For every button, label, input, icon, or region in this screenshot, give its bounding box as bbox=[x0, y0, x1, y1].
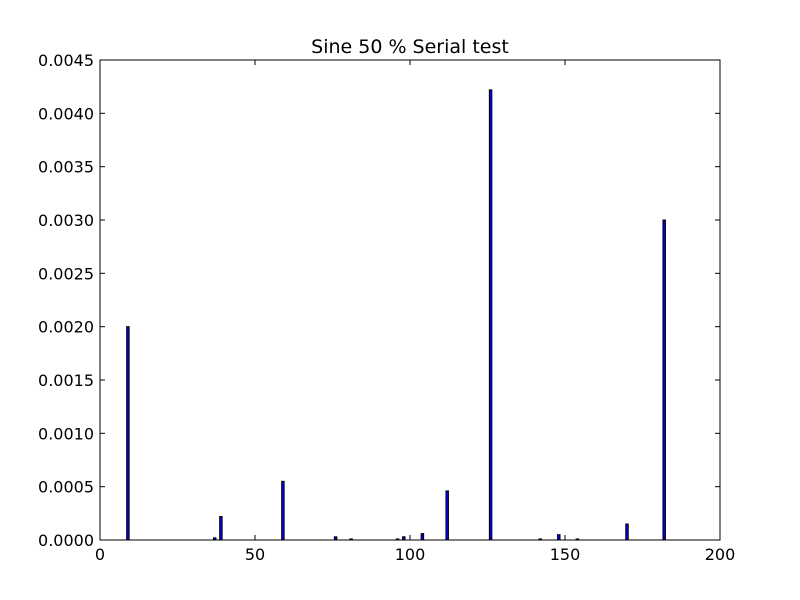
plot-frame bbox=[99, 59, 721, 541]
x-tick-label: 200 bbox=[705, 545, 736, 564]
y-tick-label: 0.0015 bbox=[38, 371, 94, 390]
y-tick-label: 0.0030 bbox=[38, 211, 94, 230]
y-tick-label: 0.0045 bbox=[38, 51, 94, 70]
bar bbox=[281, 480, 285, 541]
y-tick-label: 0.0020 bbox=[38, 318, 94, 337]
bar bbox=[219, 516, 223, 541]
y-tick-label: 0.0005 bbox=[38, 478, 94, 497]
x-tick-label: 150 bbox=[550, 545, 581, 564]
bar bbox=[557, 534, 561, 541]
chart-title: Sine 50 % Serial test bbox=[311, 36, 509, 58]
x-tick-label: 50 bbox=[245, 545, 265, 564]
bar bbox=[488, 89, 493, 541]
x-tick-label: 100 bbox=[395, 545, 426, 564]
ticks-group: 0 50 100 150 200 0.0000 0.0005 0.0010 0.0015 0.00… bbox=[38, 51, 735, 564]
y-tick-label: 0.0040 bbox=[38, 104, 94, 123]
x-tick-label: 0 bbox=[95, 545, 105, 564]
bar bbox=[126, 326, 130, 541]
y-tick-label: 0.0010 bbox=[38, 424, 94, 443]
bar bbox=[662, 219, 666, 541]
bar bbox=[625, 523, 629, 541]
bar bbox=[420, 533, 425, 541]
y-tick-label: 0.0035 bbox=[38, 158, 94, 177]
bar bbox=[445, 490, 449, 541]
y-tick-label: 0.0000 bbox=[38, 531, 94, 550]
y-tick-label: 0.0025 bbox=[38, 264, 94, 283]
